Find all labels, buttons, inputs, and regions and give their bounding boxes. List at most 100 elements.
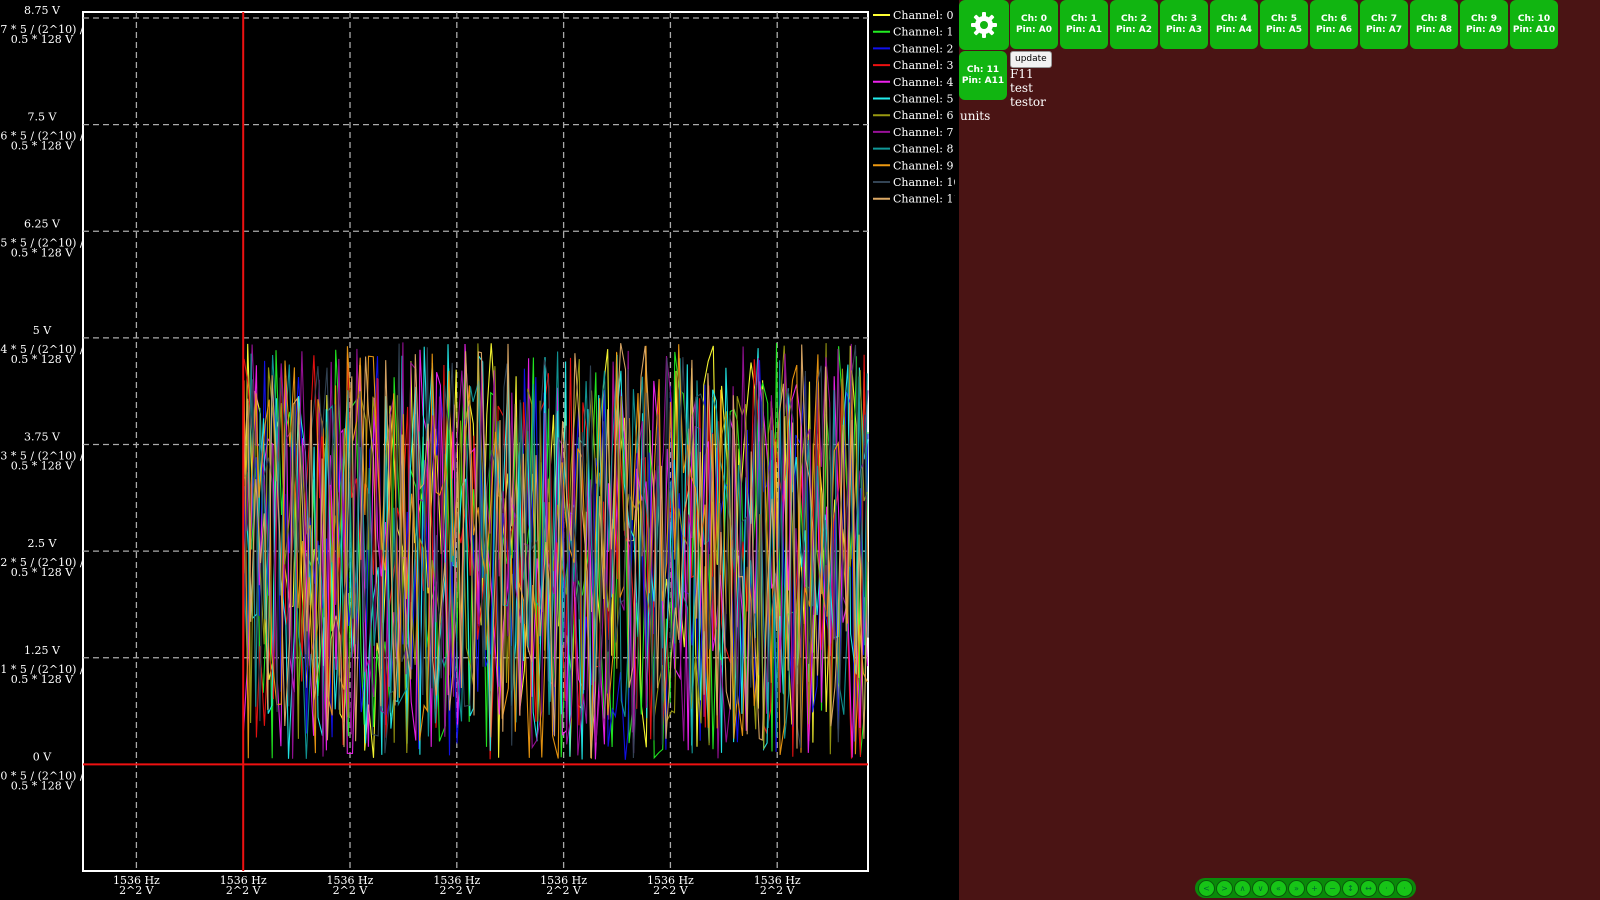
x-tick-label: 1536 Hz [327, 874, 374, 887]
y-tick-raw-1: 3 * 5 / (2^10) / [0, 450, 83, 463]
channel-button-label: Ch: 1 [1070, 13, 1097, 24]
nav-button-6[interactable]: + [1306, 879, 1323, 897]
channel-button-7[interactable]: Ch: 7 Pin: A7 [1360, 0, 1408, 49]
navigation-bar: < > ∧ ∨ «» + − ↕ ↔ · · [1195, 878, 1416, 898]
x-tick-sub: 2^2 V [119, 884, 155, 897]
channel-button-3[interactable]: Ch: 3 Pin: A3 [1160, 0, 1208, 49]
channel-button-pin: Pin: A6 [1315, 24, 1353, 35]
info-line-3: testor [1010, 95, 1046, 109]
channel-button-9[interactable]: Ch: 9 Pin: A9 [1460, 0, 1508, 49]
y-tick-raw-1: 2 * 5 / (2^10) / [0, 556, 83, 569]
nav-button-3[interactable]: ∨ [1252, 879, 1269, 897]
channel-button-label: Ch: 6 [1320, 13, 1347, 24]
legend-label-0: Channel: 0 [893, 9, 953, 22]
channel-button-pin: Pin: A2 [1115, 24, 1153, 35]
nav-button-0[interactable]: < [1198, 879, 1215, 897]
channel-button-label: Ch: 8 [1420, 13, 1447, 24]
channel-button-pin: Pin: A5 [1265, 24, 1303, 35]
control-panel [959, 0, 1600, 900]
series-line-channel-11 [242, 343, 869, 758]
x-tick-label: 1536 Hz [754, 874, 801, 887]
y-tick-raw-1: 4 * 5 / (2^10) / [0, 343, 83, 356]
y-tick-raw-2: 0.5 * 128 V [11, 33, 74, 46]
legend-label-6: Channel: 6 [893, 109, 953, 122]
channel-button-pin: Pin: A1 [1065, 24, 1103, 35]
x-tick-sub: 2^2 V [439, 884, 475, 897]
legend-label-2: Channel: 2 [893, 42, 953, 55]
y-tick-label: 2.5 V [28, 537, 58, 550]
y-tick-raw-1: 7 * 5 / (2^10) / [0, 23, 83, 36]
legend-label-1: Channel: 1 [893, 26, 953, 39]
nav-button-5[interactable]: » [1288, 879, 1305, 897]
nav-button-9[interactable]: ↔ [1360, 879, 1377, 897]
y-tick-raw-2: 0.5 * 128 V [11, 779, 74, 792]
x-tick-sub: 2^2 V [760, 884, 796, 897]
channel-button-2[interactable]: Ch: 2 Pin: A2 [1110, 0, 1158, 49]
settings-button[interactable] [959, 0, 1009, 50]
channel-button-label: Ch: 9 [1470, 13, 1497, 24]
channel-button-pin: Pin: A3 [1165, 24, 1203, 35]
channel-button-label: Ch: 11 [966, 64, 1000, 75]
channel-button-pin: Pin: A7 [1365, 24, 1403, 35]
info-line-2: test [1010, 81, 1033, 95]
channel-button-label: Ch: 10 [1517, 13, 1551, 24]
channel-button-label: Ch: 5 [1270, 13, 1297, 24]
channel-button-pin: Pin: A4 [1215, 24, 1253, 35]
channel-button-8[interactable]: Ch: 8 Pin: A8 [1410, 0, 1458, 49]
update-button[interactable]: update [1010, 51, 1052, 68]
y-tick-raw-2: 0.5 * 128 V [11, 246, 74, 259]
legend-label-9: Channel: 9 [893, 159, 953, 172]
nav-button-11[interactable]: · [1396, 879, 1413, 897]
channel-button-label: Ch: 2 [1120, 13, 1147, 24]
y-tick-label: 0 V [33, 750, 52, 763]
y-tick-raw-1: 0 * 5 / (2^10) / [0, 769, 83, 782]
y-tick-label: 6.25 V [24, 217, 61, 230]
channel-button-6[interactable]: Ch: 6 Pin: A6 [1310, 0, 1358, 49]
channel-button-label: Ch: 3 [1170, 13, 1197, 24]
y-tick-label: 1.25 V [24, 644, 61, 657]
legend-label-5: Channel: 5 [893, 93, 953, 106]
y-tick-raw-2: 0.5 * 128 V [11, 353, 74, 366]
y-tick-raw-2: 0.5 * 128 V [11, 673, 74, 686]
y-tick-raw-2: 0.5 * 128 V [11, 140, 74, 153]
channel-button-pin: Pin: A11 [961, 75, 1005, 86]
plot-frame [82, 11, 869, 872]
channel-button-11[interactable]: Ch: 11 Pin: A11 [959, 51, 1007, 100]
nav-button-1[interactable]: > [1216, 879, 1233, 897]
y-tick-label: 7.5 V [28, 111, 58, 124]
y-tick-raw-1: 5 * 5 / (2^10) / [0, 236, 83, 249]
channel-button-pin: Pin: A9 [1465, 24, 1503, 35]
y-tick-raw-2: 0.5 * 128 V [11, 566, 74, 579]
y-tick-raw-1: 1 * 5 / (2^10) / [0, 663, 83, 676]
y-tick-label: 8.75 V [24, 4, 61, 17]
y-tick-label: 3.75 V [24, 431, 61, 444]
x-tick-label: 1536 Hz [540, 874, 587, 887]
channel-button-0[interactable]: Ch: 0 Pin: A0 [1010, 0, 1058, 49]
nav-button-10[interactable]: · [1378, 879, 1395, 897]
info-line-1: F11 [1010, 67, 1034, 81]
channel-button-10[interactable]: Ch: 10 Pin: A10 [1510, 0, 1558, 49]
y-tick-label: 5 V [33, 324, 52, 337]
channel-button-1[interactable]: Ch: 1 Pin: A1 [1060, 0, 1108, 49]
channel-button-pin: Pin: A8 [1415, 24, 1453, 35]
nav-button-2[interactable]: ∧ [1234, 879, 1251, 897]
legend-label-7: Channel: 7 [893, 126, 953, 139]
legend-label-3: Channel: 3 [893, 59, 953, 72]
nav-button-7[interactable]: − [1324, 879, 1341, 897]
gear-icon [971, 12, 997, 38]
x-tick-label: 1536 Hz [113, 874, 160, 887]
x-tick-sub: 2^2 V [333, 884, 369, 897]
x-tick-label: 1536 Hz [433, 874, 480, 887]
legend-label-4: Channel: 4 [893, 76, 953, 89]
nav-button-4[interactable]: « [1270, 879, 1287, 897]
x-tick-sub: 2^2 V [653, 884, 689, 897]
chart-canvas[interactable]: 8.75 V7 * 5 / (2^10) /0.5 * 128 V7.5 V6 … [0, 0, 955, 900]
channel-button-pin: Pin: A10 [1512, 24, 1556, 35]
channel-button-4[interactable]: Ch: 4 Pin: A4 [1210, 0, 1258, 49]
channel-button-pin: Pin: A0 [1015, 24, 1053, 35]
channel-button-label: Ch: 0 [1020, 13, 1047, 24]
nav-button-8[interactable]: ↕ [1342, 879, 1359, 897]
x-tick-sub: 2^2 V [226, 884, 262, 897]
channel-button-5[interactable]: Ch: 5 Pin: A5 [1260, 0, 1308, 49]
